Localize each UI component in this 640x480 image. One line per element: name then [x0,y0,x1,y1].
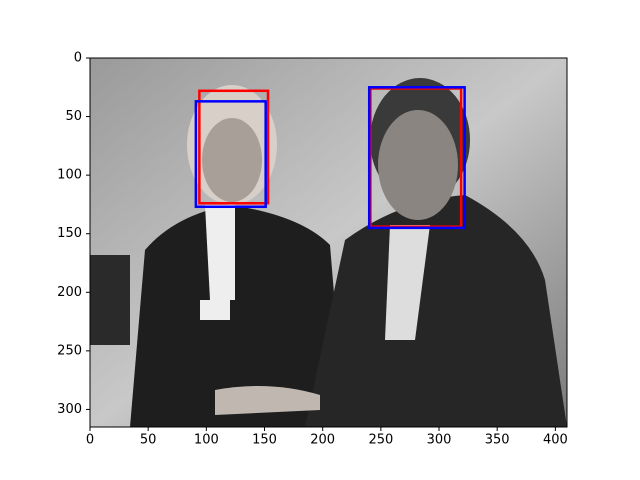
y-tick-label: 200 [57,285,82,300]
y-tick-label: 50 [65,109,82,124]
x-tick-label: 350 [485,433,510,448]
y-tick-label: 0 [74,51,82,66]
x-tick-label: 200 [310,433,335,448]
y-tick-label: 150 [57,226,82,241]
x-tick-label: 50 [140,433,157,448]
photo [90,58,567,427]
bounding-box [198,89,270,205]
bounding-box [367,86,466,230]
y-tick-label: 300 [57,402,82,417]
x-tick-label: 400 [543,433,568,448]
y-tick-label: 250 [57,343,82,358]
x-tick-label: 250 [368,433,393,448]
x-tick-label: 150 [252,433,277,448]
y-tick-label: 100 [57,168,82,183]
x-tick-label: 100 [194,433,219,448]
bounding-box [194,100,267,209]
x-tick-label: 300 [427,433,452,448]
axes-frame [89,57,568,428]
x-tick-label: 0 [86,433,94,448]
